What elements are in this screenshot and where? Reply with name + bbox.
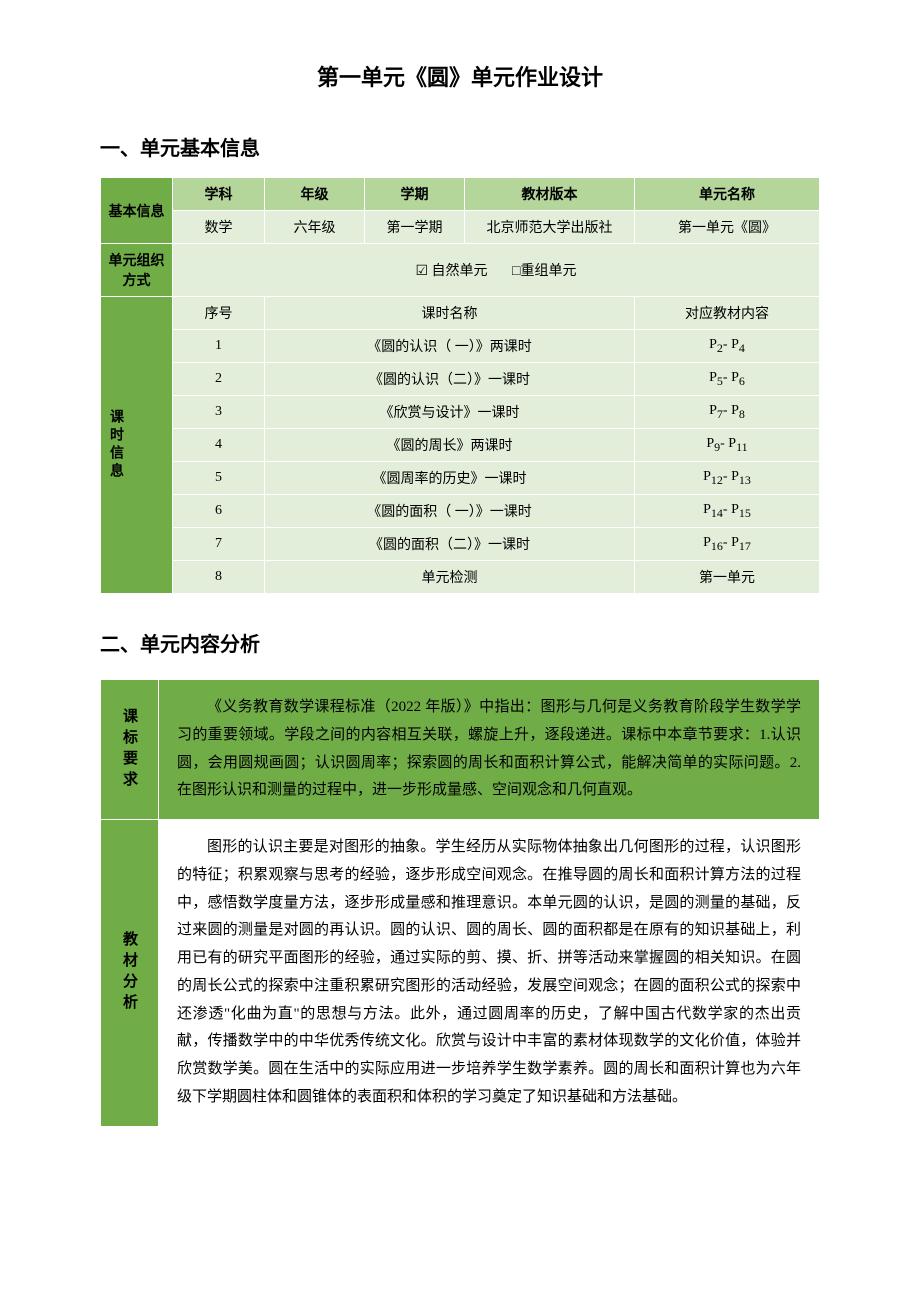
ref-part: - P bbox=[720, 436, 736, 451]
th-grade: 年级 bbox=[265, 178, 365, 211]
table-row: 1 《圆的认识（ 一）》两课时 P2- P4 bbox=[101, 330, 820, 363]
table-row: 5 《圆周率的历史》一课时 P12- P13 bbox=[101, 462, 820, 495]
td-ref: P16- P17 bbox=[635, 528, 820, 561]
td-name: 《圆的面积（二）》一课时 bbox=[265, 528, 635, 561]
ref-part: 16 bbox=[711, 538, 723, 552]
ref-part: 11 bbox=[736, 439, 748, 453]
ref-part: - P bbox=[723, 469, 739, 484]
td-idx: 2 bbox=[173, 363, 265, 396]
td-name: 单元检测 bbox=[265, 561, 635, 594]
ref-part: - P bbox=[723, 535, 739, 550]
td-textbook: 北京师范大学出版社 bbox=[465, 211, 635, 244]
td-subject: 数学 bbox=[173, 211, 265, 244]
ref-part: P bbox=[703, 469, 711, 484]
th-unit: 单元名称 bbox=[635, 178, 820, 211]
td-idx: 5 bbox=[173, 462, 265, 495]
td-name: 《圆周率的历史》一课时 bbox=[265, 462, 635, 495]
td-ref: P14- P15 bbox=[635, 495, 820, 528]
mat-text: 图形的认识主要是对图形的抽象。学生经历从实际物体抽象出几何图形的过程，认识图形的… bbox=[159, 820, 820, 1127]
table-row: 6 《圆的面积（ 一）》一课时 P14- P15 bbox=[101, 495, 820, 528]
td-ref: P5- P6 bbox=[635, 363, 820, 396]
section2-title: 二、单元内容分析 bbox=[100, 628, 820, 657]
ref-part: - P bbox=[723, 403, 739, 418]
td-ref: P12- P13 bbox=[635, 462, 820, 495]
td-name: 《圆的认识（ 一）》两课时 bbox=[265, 330, 635, 363]
td-ref: P9- P11 bbox=[635, 429, 820, 462]
td-unit: 第一单元《圆》 bbox=[635, 211, 820, 244]
org-label: 单元组织方式 bbox=[105, 250, 168, 290]
org-opt-regroup: □重组单元 bbox=[512, 264, 576, 279]
ref-part: - P bbox=[723, 370, 739, 385]
basic-row-label: 基本信息 bbox=[105, 201, 168, 221]
td-idx: 3 bbox=[173, 396, 265, 429]
th-textbook: 教材版本 bbox=[465, 178, 635, 211]
ref-part: 8 bbox=[739, 406, 745, 420]
mat-label: 教材分析 bbox=[119, 931, 140, 1015]
ref-part: P bbox=[709, 370, 717, 385]
td-idx: 6 bbox=[173, 495, 265, 528]
analysis-table: 课标要求 《义务教育数学课程标准（2022 年版）》中指出：图形与几何是义务教育… bbox=[100, 679, 820, 1127]
td-name: 《圆的面积（ 一）》一课时 bbox=[265, 495, 635, 528]
ref-part: P bbox=[703, 502, 711, 517]
req-label: 课标要求 bbox=[119, 708, 140, 792]
ref-part: 13 bbox=[739, 472, 751, 486]
td-grade: 六年级 bbox=[265, 211, 365, 244]
td-ref: P7- P8 bbox=[635, 396, 820, 429]
td-semester: 第一学期 bbox=[365, 211, 465, 244]
td-idx: 8 bbox=[173, 561, 265, 594]
table-row: 4 《圆的周长》两课时 P9- P11 bbox=[101, 429, 820, 462]
th-idx: 序号 bbox=[173, 297, 265, 330]
ref-part: P bbox=[706, 436, 714, 451]
lessons-side-label: 课时信息 bbox=[105, 409, 125, 481]
org-options-cell: ☑ 自然单元 □重组单元 bbox=[173, 244, 820, 297]
table-row: 3 《欣赏与设计》一课时 P7- P8 bbox=[101, 396, 820, 429]
th-subject: 学科 bbox=[173, 178, 265, 211]
td-ref: 第一单元 bbox=[635, 561, 820, 594]
td-name: 《欣赏与设计》一课时 bbox=[265, 396, 635, 429]
th-ref: 对应教材内容 bbox=[635, 297, 820, 330]
td-ref: P2- P4 bbox=[635, 330, 820, 363]
ref-part: - P bbox=[723, 502, 739, 517]
page-title: 第一单元《圆》单元作业设计 bbox=[100, 60, 820, 92]
ref-part: 15 bbox=[739, 505, 751, 519]
section1-title: 一、单元基本信息 bbox=[100, 132, 820, 161]
ref-part: - P bbox=[723, 337, 739, 352]
th-lesson-name: 课时名称 bbox=[265, 297, 635, 330]
ref-part: P bbox=[709, 403, 717, 418]
req-text: 《义务教育数学课程标准（2022 年版）》中指出：图形与几何是义务教育阶段学生数… bbox=[159, 680, 820, 820]
org-opt-natural: ☑ 自然单元 bbox=[415, 264, 487, 279]
ref-part: 12 bbox=[711, 472, 723, 486]
td-name: 《圆的周长》两课时 bbox=[265, 429, 635, 462]
ref-part: P bbox=[703, 535, 711, 550]
ref-part: 4 bbox=[739, 340, 745, 354]
td-idx: 4 bbox=[173, 429, 265, 462]
td-name: 《圆的认识（二）》一课时 bbox=[265, 363, 635, 396]
ref-part: 6 bbox=[739, 373, 745, 387]
table-row: 7 《圆的面积（二）》一课时 P16- P17 bbox=[101, 528, 820, 561]
table-row: 8 单元检测 第一单元 bbox=[101, 561, 820, 594]
basic-info-table: 基本信息 学科 年级 学期 教材版本 单元名称 数学 六年级 第一学期 北京师范… bbox=[100, 177, 820, 594]
ref-part: P bbox=[709, 337, 717, 352]
td-idx: 1 bbox=[173, 330, 265, 363]
ref-part: 17 bbox=[739, 538, 751, 552]
th-semester: 学期 bbox=[365, 178, 465, 211]
td-idx: 7 bbox=[173, 528, 265, 561]
ref-part: 14 bbox=[711, 505, 723, 519]
table-row: 2 《圆的认识（二）》一课时 P5- P6 bbox=[101, 363, 820, 396]
